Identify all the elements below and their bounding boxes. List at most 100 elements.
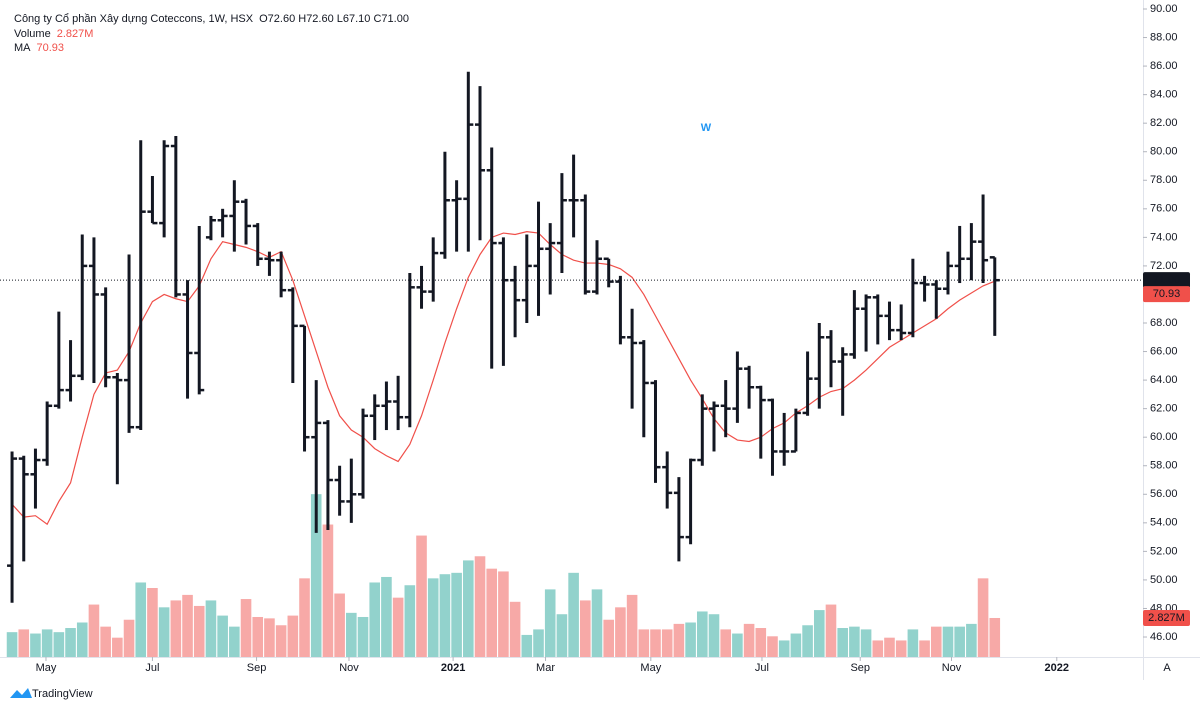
y-tick-label: 80.00 [1150, 146, 1178, 158]
volume-bar [498, 571, 509, 657]
volume-bar [392, 597, 404, 657]
volume-name: Volume [14, 28, 51, 40]
brand: TradingView [32, 688, 93, 700]
volume-bar [463, 560, 474, 657]
volume-bar [287, 615, 299, 657]
y-tick-label: 76.00 [1150, 203, 1178, 215]
volume-bar [755, 628, 767, 657]
volume-bar [708, 614, 720, 657]
volume-bar [474, 556, 486, 657]
volume-bar [533, 629, 544, 657]
volume-bar [76, 622, 88, 657]
ma-name: MA [14, 42, 31, 54]
volume-bar [100, 626, 111, 657]
volume-bar [229, 626, 240, 657]
logo[interactable] [10, 688, 32, 698]
volume-bar [813, 610, 825, 657]
volume-bar [580, 600, 591, 657]
volume-bar [837, 628, 848, 657]
x-tick-label: Jul [145, 662, 159, 674]
volume-value: 2.827M [57, 28, 94, 40]
volume-bar [942, 626, 954, 657]
y-tick-label: 52.00 [1150, 545, 1178, 557]
volume-bar [521, 634, 533, 657]
legend-volume: Volume 2.827M [14, 28, 93, 40]
legend-ma: MA 70.93 [14, 42, 64, 54]
volume-bar [334, 593, 345, 657]
volume-bar [930, 626, 942, 657]
y-tick-label: 64.00 [1150, 374, 1178, 386]
y-tick-label: 82.00 [1150, 117, 1178, 129]
x-tick-label: May [640, 662, 661, 674]
ohlc-values: O72.60 H72.60 L67.10 C71.00 [259, 13, 409, 25]
volume-bar [123, 619, 135, 657]
volume-bar [6, 632, 18, 657]
volume-bar [416, 535, 427, 657]
volume-bar [638, 629, 650, 657]
volume-bar [135, 582, 147, 657]
ma-tag [1143, 286, 1190, 303]
volume-bar [427, 578, 439, 657]
volume-bar [802, 625, 813, 657]
volume-bar [615, 607, 626, 657]
x-tick-label: May [36, 662, 57, 674]
ma-value: 70.93 [37, 42, 65, 54]
logo-icon [10, 688, 32, 698]
y-tick-label: 56.00 [1150, 488, 1178, 500]
volume-bar [147, 588, 158, 657]
volume-bar [217, 615, 228, 657]
volume-bar [170, 600, 182, 657]
x-tick-label: Mar [536, 662, 555, 674]
y-tick-label: 72.00 [1150, 260, 1178, 272]
volume-bar [451, 572, 462, 657]
volume-bar [696, 611, 708, 657]
x-tick-label: Nov [942, 662, 962, 674]
x-tick-label: 2022 [1045, 662, 1069, 674]
volume-bar [685, 622, 696, 657]
volume-bar [357, 616, 369, 657]
volume-bar [486, 568, 498, 657]
volume-bar [88, 604, 100, 657]
volume-tag-label: 2.827M [1148, 612, 1185, 624]
scale-button[interactable]: A [1163, 662, 1171, 674]
volume-bar [732, 633, 743, 657]
x-tick-label: Sep [247, 662, 267, 674]
volume-bar [310, 494, 322, 657]
y-tick-label: 86.00 [1150, 60, 1178, 72]
volume-bar [509, 601, 521, 657]
volume-bar [626, 594, 638, 657]
volume-bar [591, 589, 603, 657]
volume-bar [650, 629, 661, 657]
volume-bar [322, 524, 334, 657]
volume-bar [30, 633, 41, 657]
ma-tag-label: 70.93 [1153, 288, 1181, 300]
volume-bar [989, 617, 1001, 657]
volume-bar [65, 628, 76, 657]
y-tick-label: 78.00 [1150, 174, 1178, 186]
y-tick-label: 88.00 [1150, 31, 1178, 43]
volume-bar [977, 578, 989, 657]
volume-bar [556, 614, 568, 657]
y-tick-label: 46.00 [1150, 631, 1178, 643]
volume-bar [439, 574, 451, 657]
volume-bar [849, 626, 860, 657]
volume-bar [404, 585, 416, 657]
volume-bar [158, 607, 170, 657]
volume-bar [743, 623, 755, 657]
volume-bar [767, 636, 778, 657]
volume-bar [346, 612, 357, 657]
y-tick-label: 68.00 [1150, 317, 1178, 329]
volume-bar [790, 633, 802, 657]
volume-bar [240, 599, 252, 657]
volume-bar [954, 626, 965, 657]
volume-bar [895, 640, 907, 657]
volume-bar [381, 576, 392, 657]
symbol: Công ty Cổ phần Xây dựng Coteccons, 1W, … [14, 13, 254, 25]
x-tick-label: 2021 [441, 662, 465, 674]
x-tick-label: Sep [850, 662, 870, 674]
x-tick-label: Nov [339, 662, 359, 674]
volume-bar [778, 640, 790, 657]
last-price-label: 71.00 [1153, 274, 1181, 286]
volume-bar [884, 637, 895, 657]
